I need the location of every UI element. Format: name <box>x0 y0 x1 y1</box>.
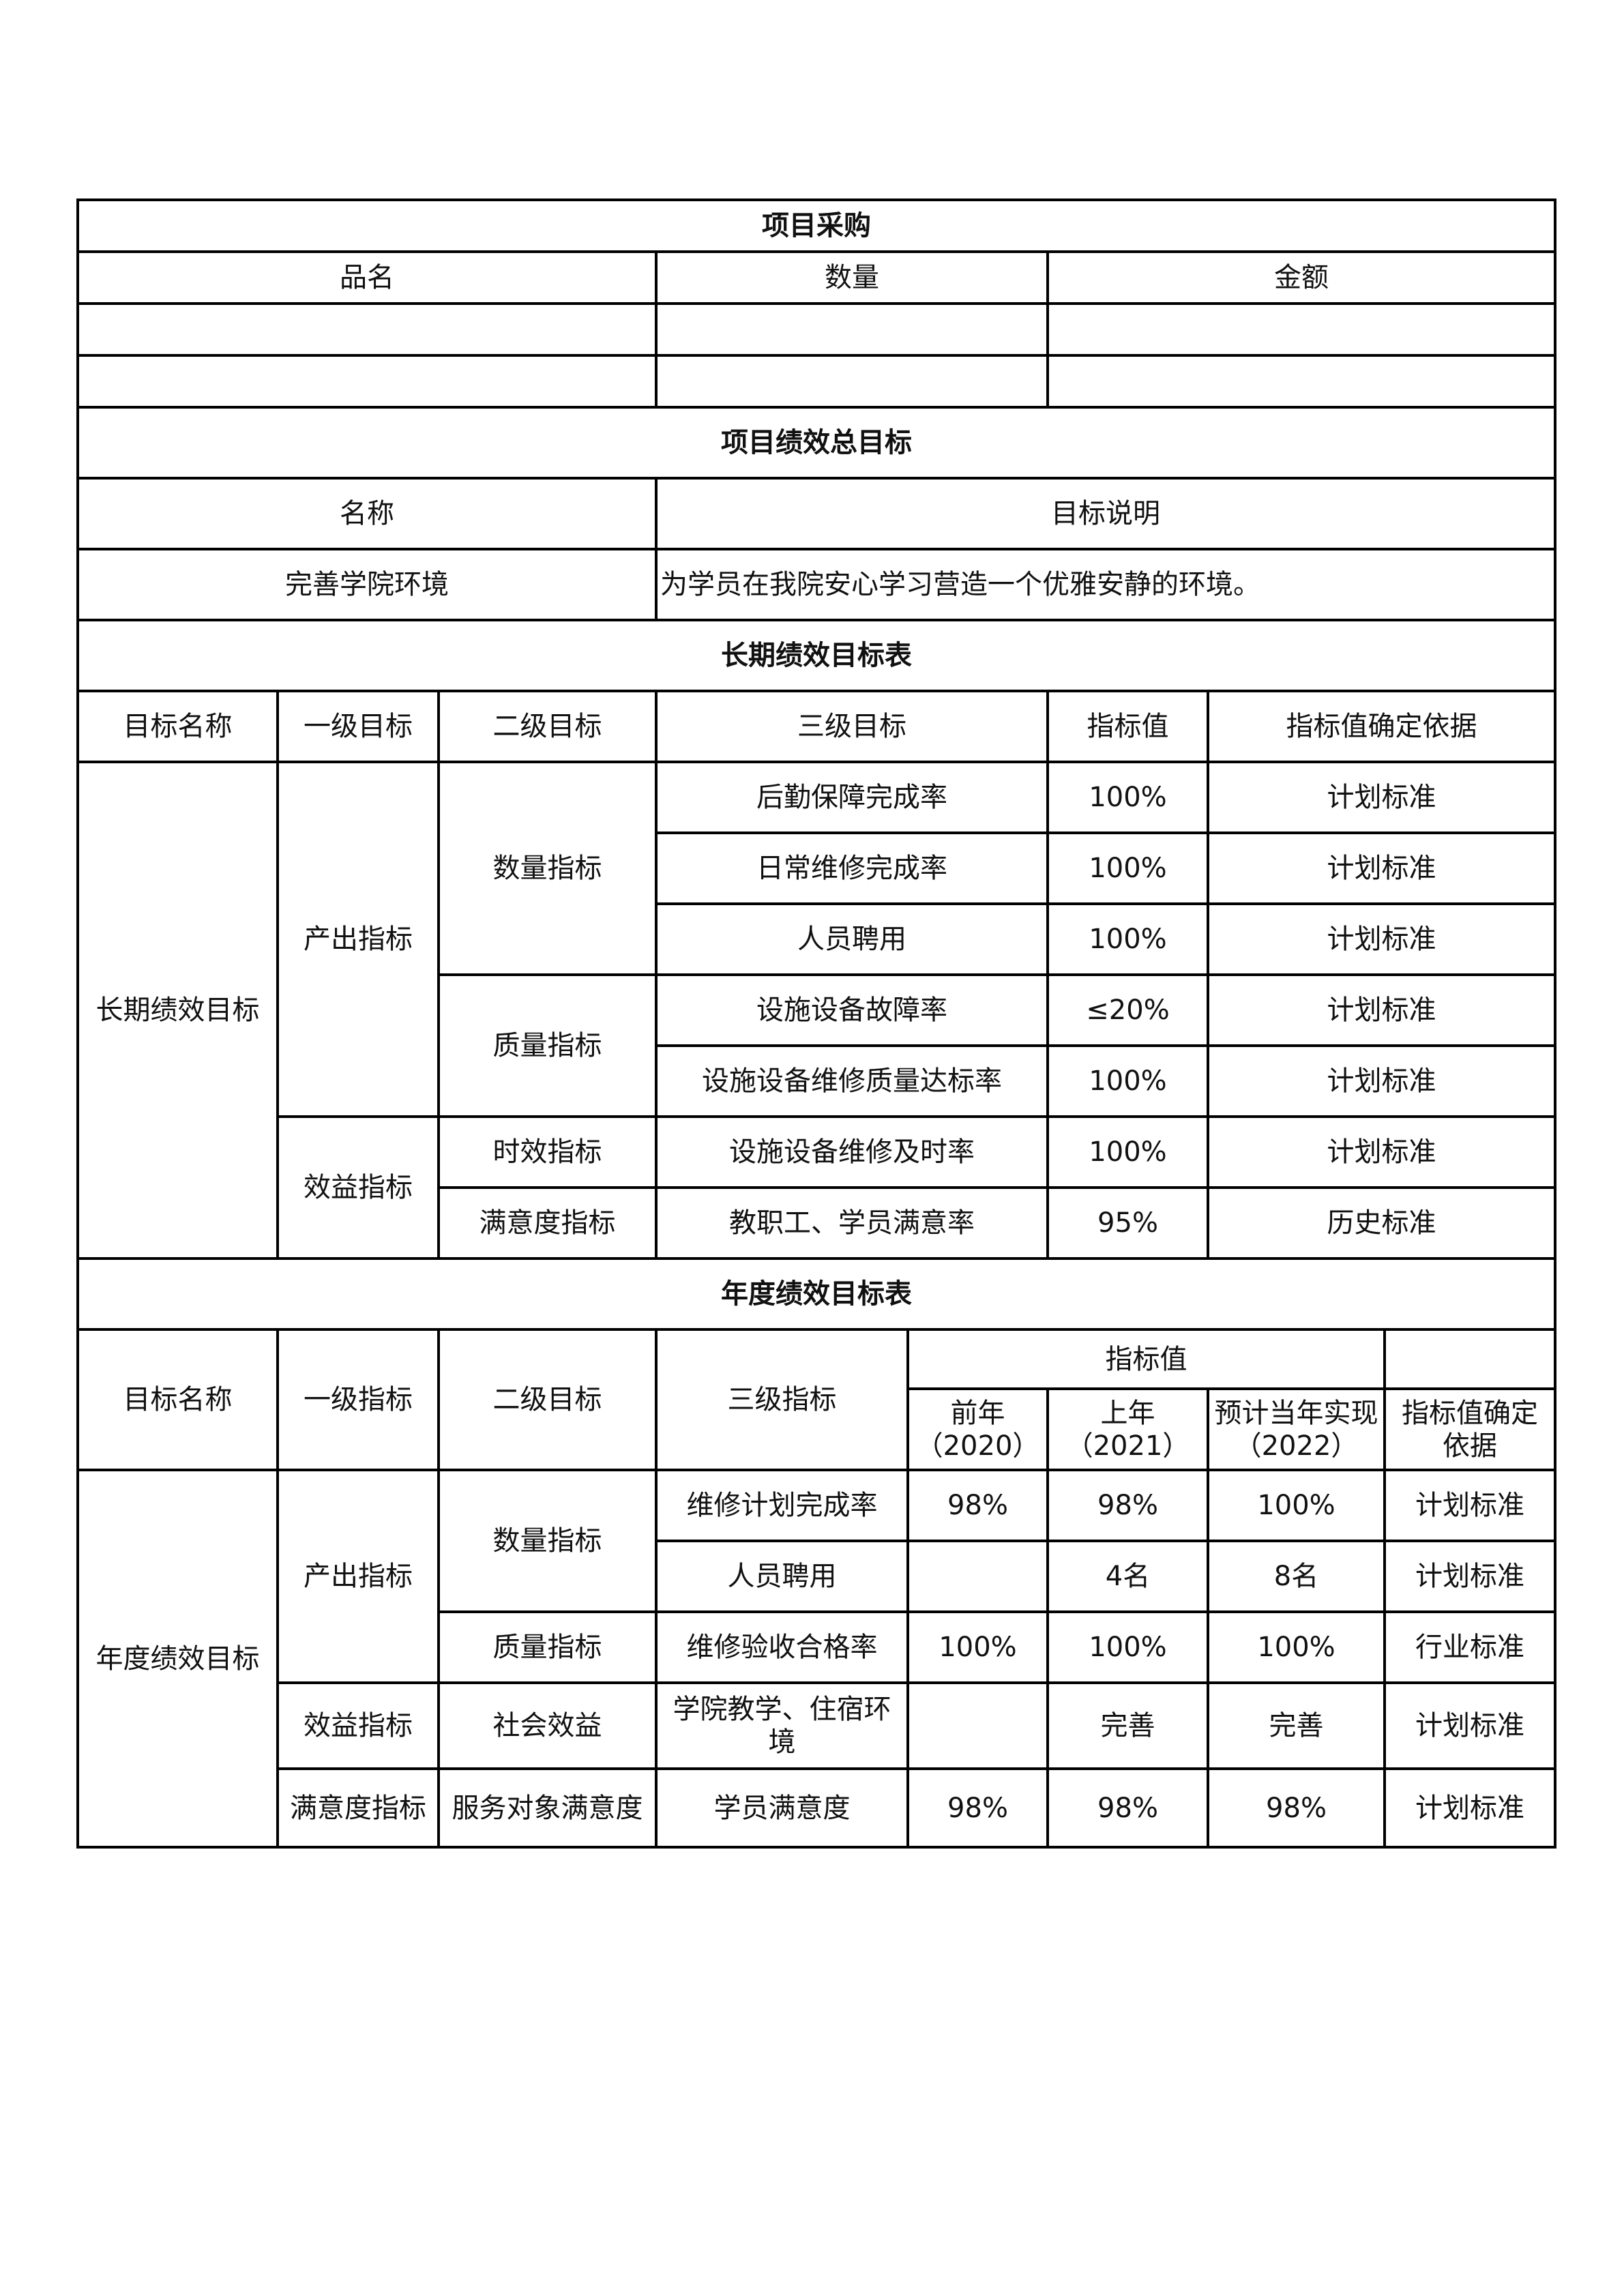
header-name: 名称 <box>76 477 658 550</box>
an-header: 三级指标 <box>655 1328 909 1471</box>
lt-header: 三级目标 <box>655 690 1049 763</box>
lt-basis: 计划标准 <box>1207 1115 1556 1189</box>
an-2020 <box>906 1540 1049 1613</box>
an-2021: 完善 <box>1046 1681 1209 1770</box>
lt-basis: 计划标准 <box>1207 902 1556 976</box>
lt-level2: 质量指标 <box>437 973 658 1118</box>
an-level2: 社会效益 <box>437 1681 658 1770</box>
an-level3: 维修计划完成率 <box>655 1469 909 1542</box>
an-level1: 效益指标 <box>276 1681 440 1770</box>
long-term-title: 长期绩效目标表 <box>76 619 1556 692</box>
procurement-cell <box>655 354 1049 409</box>
lt-header: 目标名称 <box>76 690 279 763</box>
an-2022: 完善 <box>1207 1681 1386 1770</box>
lt-basis: 计划标准 <box>1207 973 1556 1047</box>
an-2022: 100% <box>1207 1469 1386 1542</box>
an-level1: 产出指标 <box>276 1469 440 1684</box>
lt-level3: 设施设备故障率 <box>655 973 1049 1047</box>
header-description: 目标说明 <box>655 477 1556 550</box>
an-basis: 计划标准 <box>1383 1767 1556 1849</box>
lt-basis: 计划标准 <box>1207 831 1556 905</box>
an-header-value: 指标值 <box>906 1328 1386 1390</box>
procurement-cell <box>76 354 658 409</box>
overall-title: 项目绩效总目标 <box>76 406 1556 480</box>
an-2022: 8名 <box>1207 1540 1386 1613</box>
procurement-cell <box>76 302 658 357</box>
lt-header: 指标值 <box>1046 690 1209 763</box>
lt-value: 100% <box>1046 761 1209 834</box>
procurement-cell <box>655 302 1049 357</box>
an-2021: 98% <box>1046 1767 1209 1849</box>
lt-header: 指标值确定依据 <box>1207 690 1556 763</box>
lt-level3: 后勤保障完成率 <box>655 761 1049 834</box>
lt-goal-name: 长期绩效目标 <box>76 761 279 1260</box>
lt-value: 100% <box>1046 1115 1209 1189</box>
lt-level3: 教职工、学员满意率 <box>655 1186 1049 1260</box>
an-header: 目标名称 <box>76 1328 279 1471</box>
lt-level2: 数量指标 <box>437 761 658 976</box>
procurement-cell <box>1046 302 1556 357</box>
an-subheader: 指标值确定依据 <box>1383 1387 1556 1471</box>
lt-value: 100% <box>1046 902 1209 976</box>
lt-basis: 计划标准 <box>1207 761 1556 834</box>
an-subheader: 前年（2020） <box>906 1387 1049 1471</box>
lt-level3: 人员聘用 <box>655 902 1049 976</box>
an-level3: 学院教学、住宿环境 <box>655 1681 909 1770</box>
an-header: 二级目标 <box>437 1328 658 1471</box>
an-level1: 满意度指标 <box>276 1767 440 1849</box>
an-level3: 学员满意度 <box>655 1767 909 1849</box>
an-2021: 100% <box>1046 1610 1209 1684</box>
lt-header: 二级目标 <box>437 690 658 763</box>
lt-level1: 产出指标 <box>276 761 440 1118</box>
an-basis: 计划标准 <box>1383 1469 1556 1542</box>
performance-table: 项目采购 品名 数量 金额 项目绩效总目标 名称 目标说明 完善学院环境 为学员… <box>76 198 1556 1849</box>
an-2020: 100% <box>906 1610 1049 1684</box>
lt-level2: 时效指标 <box>437 1115 658 1189</box>
an-basis: 行业标准 <box>1383 1610 1556 1684</box>
lt-basis: 历史标准 <box>1207 1186 1556 1260</box>
an-subheader: 上年（2021） <box>1046 1387 1209 1471</box>
lt-level2: 满意度指标 <box>437 1186 658 1260</box>
lt-level3: 设施设备维修质量达标率 <box>655 1044 1049 1118</box>
lt-value: 95% <box>1046 1186 1209 1260</box>
an-level3: 维修验收合格率 <box>655 1610 909 1684</box>
overall-description: 为学员在我院安心学习营造一个优雅安静的环境。 <box>655 548 1556 621</box>
lt-value: 100% <box>1046 831 1209 905</box>
an-subheader: 预计当年实现（2022） <box>1207 1387 1386 1471</box>
an-level2: 数量指标 <box>437 1469 658 1613</box>
an-2022: 98% <box>1207 1767 1386 1849</box>
header-quantity: 数量 <box>655 250 1049 305</box>
an-level3: 人员聘用 <box>655 1540 909 1613</box>
lt-value: 100% <box>1046 1044 1209 1118</box>
overall-name: 完善学院环境 <box>76 548 658 621</box>
an-level2: 服务对象满意度 <box>437 1767 658 1849</box>
lt-basis: 计划标准 <box>1207 1044 1556 1118</box>
an-goal-name: 年度绩效目标 <box>76 1469 279 1849</box>
lt-header: 一级目标 <box>276 690 440 763</box>
an-header: 一级指标 <box>276 1328 440 1471</box>
an-2022: 100% <box>1207 1610 1386 1684</box>
lt-level1: 效益指标 <box>276 1115 440 1260</box>
an-header-empty <box>1383 1328 1556 1390</box>
procurement-cell <box>1046 354 1556 409</box>
annual-title: 年度绩效目标表 <box>76 1257 1556 1331</box>
an-2020: 98% <box>906 1767 1049 1849</box>
lt-level3: 日常维修完成率 <box>655 831 1049 905</box>
an-2020 <box>906 1681 1049 1770</box>
an-level2: 质量指标 <box>437 1610 658 1684</box>
an-2020: 98% <box>906 1469 1049 1542</box>
header-amount: 金额 <box>1046 250 1556 305</box>
lt-value: ≤20% <box>1046 973 1209 1047</box>
an-basis: 计划标准 <box>1383 1540 1556 1613</box>
header-item-name: 品名 <box>76 250 658 305</box>
procurement-title: 项目采购 <box>76 198 1556 253</box>
an-2021: 98% <box>1046 1469 1209 1542</box>
an-2021: 4名 <box>1046 1540 1209 1613</box>
lt-level3: 设施设备维修及时率 <box>655 1115 1049 1189</box>
an-basis: 计划标准 <box>1383 1681 1556 1770</box>
